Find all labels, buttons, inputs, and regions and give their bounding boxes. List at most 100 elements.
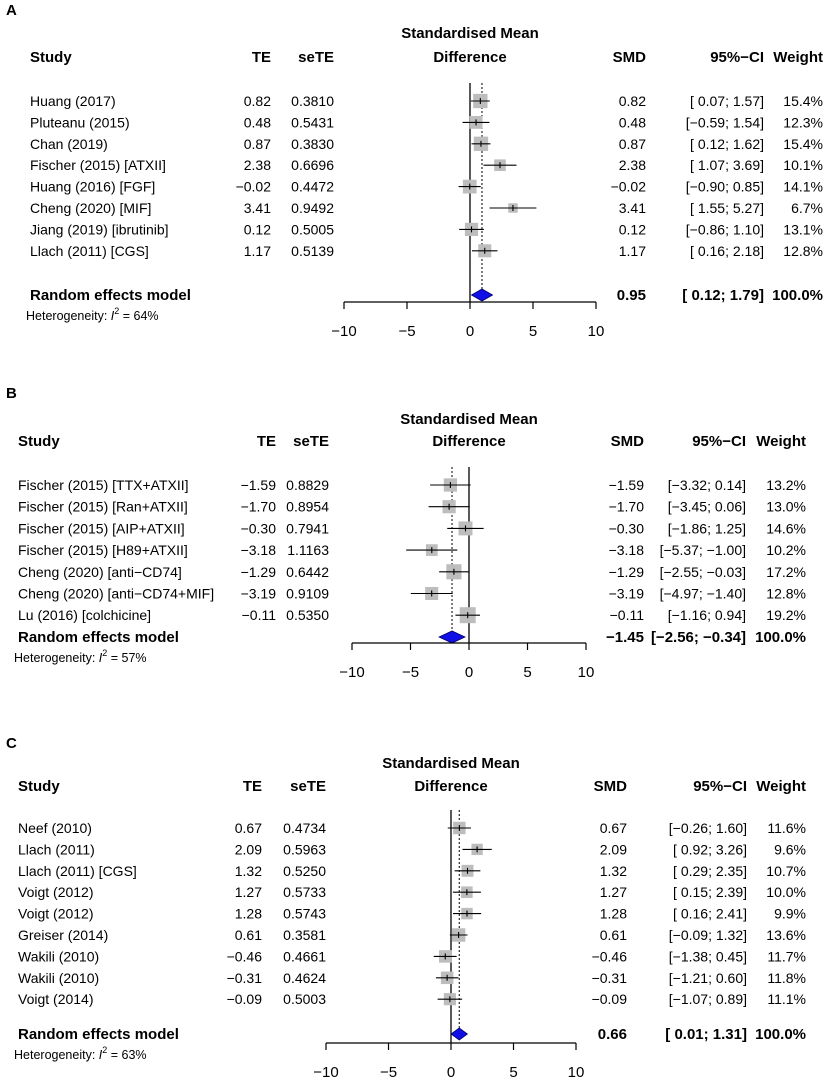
study-row: Fischer (2015) [H89+ATXII] −3.18 1.1163 −3.… [18, 542, 806, 558]
study-ci: [ 0.16; 2.18] [690, 243, 764, 259]
heterogeneity-value: = 63% [107, 1048, 146, 1062]
study-smd: −0.30 [609, 520, 645, 536]
study-ci: [−4.97; −1.40] [660, 586, 746, 602]
summary-diamond [450, 1027, 469, 1041]
study-te: 0.67 [235, 820, 262, 836]
study-smd: 3.41 [619, 200, 646, 216]
header-ci: 95%−CI [693, 778, 747, 795]
heterogeneity-prefix: Heterogeneity: [14, 651, 99, 665]
study-smd: −0.46 [592, 948, 628, 964]
study-sete: 0.5431 [291, 114, 334, 130]
study-te: 0.61 [235, 927, 262, 943]
heterogeneity-text: Heterogeneity: I2 = 63% [14, 1045, 147, 1062]
study-sete: 0.7941 [286, 520, 329, 536]
study-name: Fischer (2015) [TTX+ATXII] [18, 477, 189, 493]
study-name: Cheng (2020) [MIF] [30, 200, 151, 216]
study-row: Jiang (2019) [ibrutinib] 0.12 0.5005 0.12 [−… [30, 221, 823, 237]
study-weight: 15.4% [783, 93, 823, 109]
study-row: Huang (2016) [FGF] −0.02 0.4472 −0.02 [−0.90… [30, 179, 823, 195]
study-name: Voigt (2012) [18, 884, 94, 900]
study-smd: −1.70 [609, 499, 645, 515]
study-sete: 0.5350 [286, 607, 329, 623]
header-weight: Weight [773, 49, 823, 66]
x-tick-label: 0 [447, 1064, 455, 1081]
study-weight: 13.2% [766, 477, 806, 493]
study-sete: 0.4734 [283, 820, 326, 836]
study-te: −0.31 [227, 970, 263, 986]
study-ci: [−1.21; 0.60] [669, 970, 747, 986]
study-smd: −0.09 [592, 991, 628, 1007]
study-row: Neef (2010) 0.67 0.4734 0.67 [−0.26; 1.60] 11… [18, 820, 806, 836]
x-tick-label: 5 [523, 664, 531, 681]
study-sete: 0.9109 [286, 586, 329, 602]
study-smd: −1.29 [609, 564, 645, 580]
study-sete: 0.5743 [283, 906, 326, 922]
study-smd: −3.19 [609, 586, 645, 602]
study-smd: −1.59 [609, 477, 645, 493]
summary-label: Random effects model [18, 629, 179, 646]
study-ci: [ 0.16; 2.41] [673, 906, 747, 922]
study-sete: 0.5250 [283, 863, 326, 879]
x-axis: −10 −5 0 5 10 [331, 301, 604, 340]
study-name: Lu (2016) [colchicine] [18, 607, 151, 623]
study-weight: 12.3% [783, 114, 823, 130]
study-ci: [ 0.15; 2.39] [673, 884, 747, 900]
summary-diamond [470, 288, 494, 302]
study-smd: 1.28 [600, 906, 627, 922]
summary-row: Random effects model 0.66 [ 0.01; 1.31] 100… [18, 1026, 806, 1043]
study-te: 0.12 [244, 221, 271, 237]
study-weight: 11.8% [767, 970, 806, 986]
summary-row: Random effects model −1.45 [−2.56; −0.34] 1… [18, 629, 806, 646]
heterogeneity-text: Heterogeneity: I2 = 57% [14, 648, 147, 665]
study-ci: [−0.90; 0.85] [686, 179, 764, 195]
x-tick-label: −5 [398, 323, 415, 340]
study-te: −1.29 [241, 564, 277, 580]
study-weight: 6.7% [791, 200, 823, 216]
header-weight: Weight [756, 433, 806, 450]
summary-label: Random effects model [30, 287, 191, 304]
study-sete: 0.6442 [286, 564, 329, 580]
summary-weight: 100.0% [772, 287, 823, 304]
plot-title-line2: Difference [414, 778, 487, 795]
study-sete: 0.5733 [283, 884, 326, 900]
study-weight: 17.2% [766, 564, 806, 580]
study-name: Fischer (2015) [Ran+ATXII] [18, 499, 188, 515]
study-ci: [−1.16; 0.94] [668, 607, 746, 623]
study-weight: 13.0% [766, 499, 806, 515]
x-axis: −10 −5 0 5 10 [339, 642, 595, 681]
study-row: Huang (2017) 0.82 0.3810 0.82 [ 0.07; 1.57] 1… [30, 93, 823, 109]
study-name: Llach (2011) [CGS] [30, 243, 149, 259]
study-weight: 13.1% [783, 221, 823, 237]
study-name: Llach (2011) [18, 841, 95, 857]
x-axis: −10 −5 0 5 10 [313, 1042, 585, 1081]
study-row: Llach (2011) [CGS] 1.32 0.5250 1.32 [ 0.29; … [18, 863, 806, 879]
panel-label: C [6, 735, 17, 752]
study-ci: [ 0.92; 3.26] [673, 841, 747, 857]
study-name: Fischer (2015) [ATXII] [30, 157, 166, 173]
heterogeneity-value: = 64% [119, 309, 158, 323]
study-weight: 10.2% [766, 542, 806, 558]
study-sete: 0.4624 [283, 970, 326, 986]
study-sete: 1.1163 [287, 542, 329, 558]
study-sete: 0.3581 [283, 927, 326, 943]
study-weight: 13.6% [766, 927, 806, 943]
summary-ci: [ 0.12; 1.79] [682, 287, 764, 304]
study-name: Neef (2010) [18, 820, 92, 836]
study-smd: −3.18 [609, 542, 645, 558]
summary-label: Random effects model [18, 1026, 179, 1043]
study-weight: 12.8% [783, 243, 823, 259]
x-tick-label: 10 [568, 1064, 585, 1081]
study-ci: [ 0.12; 1.62] [690, 136, 764, 152]
study-row: Chan (2019) 0.87 0.3830 0.87 [ 0.12; 1.62] 15… [30, 136, 823, 152]
study-smd: −0.02 [611, 179, 647, 195]
study-weight: 10.0% [766, 884, 806, 900]
x-tick-label: 10 [578, 664, 595, 681]
summary-ci: [−2.56; −0.34] [651, 629, 746, 646]
heterogeneity-prefix: Heterogeneity: [14, 1048, 99, 1062]
study-weight: 9.9% [774, 906, 806, 922]
heterogeneity-value: = 57% [107, 651, 146, 665]
study-smd: 1.27 [600, 884, 627, 900]
study-name: Voigt (2012) [18, 906, 94, 922]
summary-smd: 0.95 [617, 287, 646, 304]
study-name: Voigt (2014) [18, 991, 94, 1007]
